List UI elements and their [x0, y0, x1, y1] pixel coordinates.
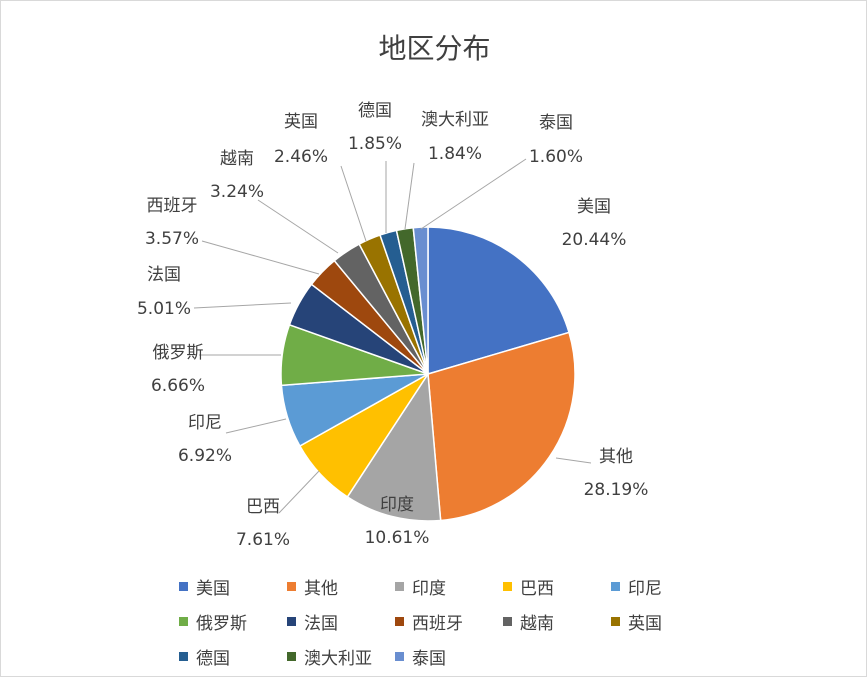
legend-item-3: 巴西: [503, 574, 611, 599]
leader-line-4: [225, 418, 287, 434]
slice-label-name-2: 印度: [380, 495, 414, 515]
slice-label-value-10: 1.85%: [348, 134, 402, 154]
legend-label-9: 英国: [628, 613, 662, 634]
legend-label-5: 俄罗斯: [196, 613, 247, 634]
leader-line-1: [555, 457, 592, 464]
legend-item-0: 美国: [179, 574, 287, 599]
legend-swatch-12: [395, 651, 404, 661]
legend-label-2: 印度: [412, 578, 446, 599]
legend-swatch-4: [611, 581, 620, 591]
slice-label-name-6: 法国: [147, 265, 181, 285]
legend-label-8: 越南: [520, 613, 554, 634]
chart-legend: 美国 其他 印度 巴西 印尼俄罗斯 法国 西班牙 越南 英国德国 澳大利亚 泰国: [179, 574, 719, 669]
slice-label-name-5: 俄罗斯: [153, 343, 204, 363]
legend-swatch-0: [179, 581, 188, 591]
slice-label-name-11: 澳大利亚: [421, 110, 489, 130]
legend-swatch-6: [287, 616, 296, 626]
legend-item-12: 泰国: [395, 644, 503, 669]
legend-swatch-8: [503, 616, 512, 626]
slice-label-value-1: 28.19%: [584, 480, 649, 500]
slice-label-value-12: 1.60%: [529, 147, 583, 167]
slice-label-value-0: 20.44%: [562, 230, 627, 250]
leader-line-3: [278, 470, 320, 514]
slice-label-value-11: 1.84%: [428, 144, 482, 164]
legend-item-9: 英国: [611, 609, 719, 634]
slice-label-name-8: 越南: [220, 149, 254, 169]
legend-item-4: 印尼: [611, 574, 719, 599]
leader-line-12: [420, 158, 527, 230]
slice-label-value-4: 6.92%: [178, 446, 232, 466]
legend-label-12: 泰国: [412, 648, 446, 669]
legend-item-6: 法国: [287, 609, 395, 634]
legend-item-5: 俄罗斯: [179, 609, 287, 634]
leader-line-11: [404, 162, 415, 230]
slice-label-name-0: 美国: [577, 197, 611, 217]
slice-label-value-7: 3.57%: [145, 229, 199, 249]
legend-label-4: 印尼: [628, 578, 662, 599]
leader-line-6: [193, 302, 292, 309]
legend-swatch-9: [611, 616, 620, 626]
slice-label-name-4: 印尼: [188, 413, 222, 433]
legend-item-10: 德国: [179, 644, 287, 669]
legend-label-6: 法国: [304, 613, 338, 634]
slice-label-name-12: 泰国: [539, 113, 573, 133]
leader-line-8: [257, 199, 339, 254]
slice-label-value-3: 7.61%: [236, 530, 290, 550]
legend-label-11: 澳大利亚: [304, 648, 372, 669]
legend-item-8: 越南: [503, 609, 611, 634]
legend-item-7: 西班牙: [395, 609, 503, 634]
pie-slice-12: [412, 226, 429, 375]
chart-title: 地区分布: [378, 32, 491, 65]
pie-slice-1: [427, 331, 576, 522]
legend-label-0: 美国: [196, 578, 230, 599]
legend-label-1: 其他: [304, 578, 338, 599]
legend-item-11: 澳大利亚: [287, 644, 395, 669]
legend-label-7: 西班牙: [412, 613, 463, 634]
legend-swatch-10: [179, 651, 188, 661]
leader-line-9: [340, 165, 367, 242]
slice-label-value-5: 6.66%: [151, 376, 205, 396]
slice-label-name-9: 英国: [284, 112, 318, 132]
slice-label-name-7: 西班牙: [147, 196, 198, 216]
slice-label-name-10: 德国: [358, 101, 392, 121]
legend-swatch-3: [503, 581, 512, 591]
legend-swatch-11: [287, 651, 296, 661]
pie-slice-0: [427, 226, 570, 376]
leader-line-7: [201, 240, 320, 275]
slice-label-name-1: 其他: [599, 447, 633, 467]
legend-item-1: 其他: [287, 574, 395, 599]
slice-label-name-3: 巴西: [246, 497, 280, 517]
slice-label-value-8: 3.24%: [210, 182, 264, 202]
legend-swatch-5: [179, 616, 188, 626]
legend-swatch-1: [287, 581, 296, 591]
slice-label-value-2: 10.61%: [365, 528, 430, 548]
pie-slice-2: [346, 371, 442, 522]
legend-label-3: 巴西: [520, 578, 554, 599]
legend-swatch-7: [395, 616, 404, 626]
slice-label-value-9: 2.46%: [274, 147, 328, 167]
legend-swatch-2: [395, 581, 404, 591]
legend-item-2: 印度: [395, 574, 503, 599]
slice-label-value-6: 5.01%: [137, 299, 191, 319]
legend-label-10: 德国: [196, 648, 230, 669]
pie-chart: 美国 20.44% 其他 28.19% 印度 10.61% 巴西 7.61% 印尼 6.92% 俄罗…: [137, 101, 649, 550]
